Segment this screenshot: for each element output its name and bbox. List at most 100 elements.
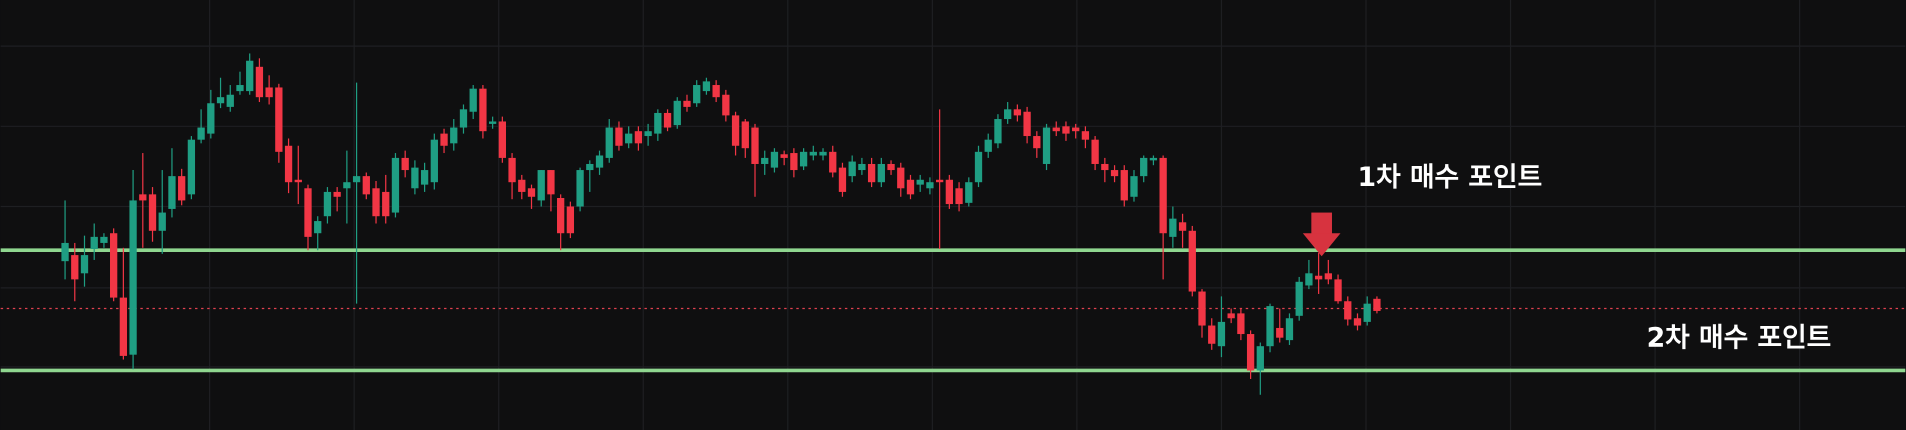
annotation: 2차 매수 포인트 xyxy=(1647,322,1832,353)
candle-body xyxy=(634,131,643,144)
candle-body xyxy=(391,157,400,213)
candle-body xyxy=(576,170,584,207)
candle-body xyxy=(352,176,361,183)
candle-body xyxy=(955,188,963,205)
candle-body xyxy=(372,188,380,217)
candle-body xyxy=(1256,346,1264,371)
candle-body xyxy=(411,167,419,189)
candle-body xyxy=(1130,176,1138,197)
candle-body xyxy=(780,154,788,158)
candle-body xyxy=(1363,303,1371,322)
candle-body xyxy=(1033,136,1041,149)
candle-body xyxy=(1227,313,1235,319)
candle-body xyxy=(1052,127,1060,132)
candle-body xyxy=(119,297,128,356)
candle-body xyxy=(1023,111,1031,137)
candle-body xyxy=(751,127,759,164)
candle-body xyxy=(401,157,409,171)
candle-body xyxy=(148,194,157,231)
candle-body xyxy=(488,121,497,124)
candle-body xyxy=(80,255,89,274)
candle-body xyxy=(712,85,720,98)
candle-body xyxy=(362,176,370,195)
candle-body xyxy=(110,233,118,298)
candle-body xyxy=(226,94,234,107)
candle-body xyxy=(1353,318,1362,326)
candle-body xyxy=(1246,334,1255,371)
candle-body xyxy=(518,179,526,192)
candle-body xyxy=(1266,306,1274,347)
candle-body xyxy=(586,163,594,171)
candle-body xyxy=(430,139,438,183)
candle-body xyxy=(420,170,429,185)
candle-body xyxy=(1110,170,1119,177)
candle-body xyxy=(537,170,545,201)
candle-body xyxy=(654,112,662,134)
candle-body xyxy=(799,151,808,167)
candle-body xyxy=(1208,325,1216,344)
plot-area xyxy=(0,53,1906,395)
candle-body xyxy=(974,151,983,183)
candle-body xyxy=(761,157,769,164)
candle-body xyxy=(984,139,992,152)
candle-body xyxy=(1305,273,1313,286)
candle-body xyxy=(1344,301,1352,320)
candle-body xyxy=(731,115,740,146)
candle-body xyxy=(1081,131,1090,140)
candle-body xyxy=(1295,281,1303,316)
candle-body xyxy=(1091,139,1099,164)
candle-body xyxy=(644,131,652,137)
candle-body xyxy=(527,188,536,197)
candle-body xyxy=(440,133,448,146)
candle-body xyxy=(945,179,953,205)
candle-body xyxy=(916,179,924,185)
candle-body xyxy=(90,236,98,250)
candle-body xyxy=(508,157,516,183)
candle-body xyxy=(1285,318,1294,341)
candle-body xyxy=(333,191,341,197)
candle-body xyxy=(284,145,293,183)
candle-body xyxy=(887,163,895,171)
candle-body xyxy=(897,167,905,189)
candle-body xyxy=(61,242,69,262)
candle-body xyxy=(1276,327,1284,338)
candle-body xyxy=(1062,126,1070,134)
candle-body xyxy=(1198,291,1206,326)
candle-body xyxy=(246,60,254,92)
candle-body xyxy=(197,127,205,140)
candle-body xyxy=(1013,109,1022,116)
candle-body xyxy=(906,179,915,195)
candle-body xyxy=(741,121,749,149)
candle-body xyxy=(848,161,856,177)
candle-body xyxy=(858,163,866,171)
candle-body xyxy=(1120,170,1128,201)
candle-body xyxy=(693,85,701,104)
candle-body xyxy=(216,97,225,104)
candle-body xyxy=(1140,157,1148,177)
candle-body xyxy=(469,88,477,112)
candle-body xyxy=(1178,222,1187,231)
candle-body xyxy=(790,153,798,171)
candle-body xyxy=(1169,218,1177,237)
candle-body xyxy=(625,133,633,144)
candle-body xyxy=(255,66,264,98)
candle-body xyxy=(557,197,565,234)
candle-body xyxy=(702,81,711,92)
candle-body xyxy=(323,191,332,217)
candle-body xyxy=(139,194,147,201)
entry-arrow xyxy=(1302,212,1341,257)
candle-body xyxy=(158,212,166,231)
candle-body xyxy=(343,182,351,189)
candle-body xyxy=(663,112,672,128)
candle-body xyxy=(294,179,302,183)
candle-body xyxy=(71,255,79,280)
arrow-head xyxy=(1302,233,1341,257)
candle-body xyxy=(187,139,196,195)
candle-body xyxy=(829,151,837,173)
annotation: 1차 매수 포인트 xyxy=(1357,162,1542,193)
candle-body xyxy=(1159,157,1167,234)
candle-body xyxy=(207,103,215,134)
